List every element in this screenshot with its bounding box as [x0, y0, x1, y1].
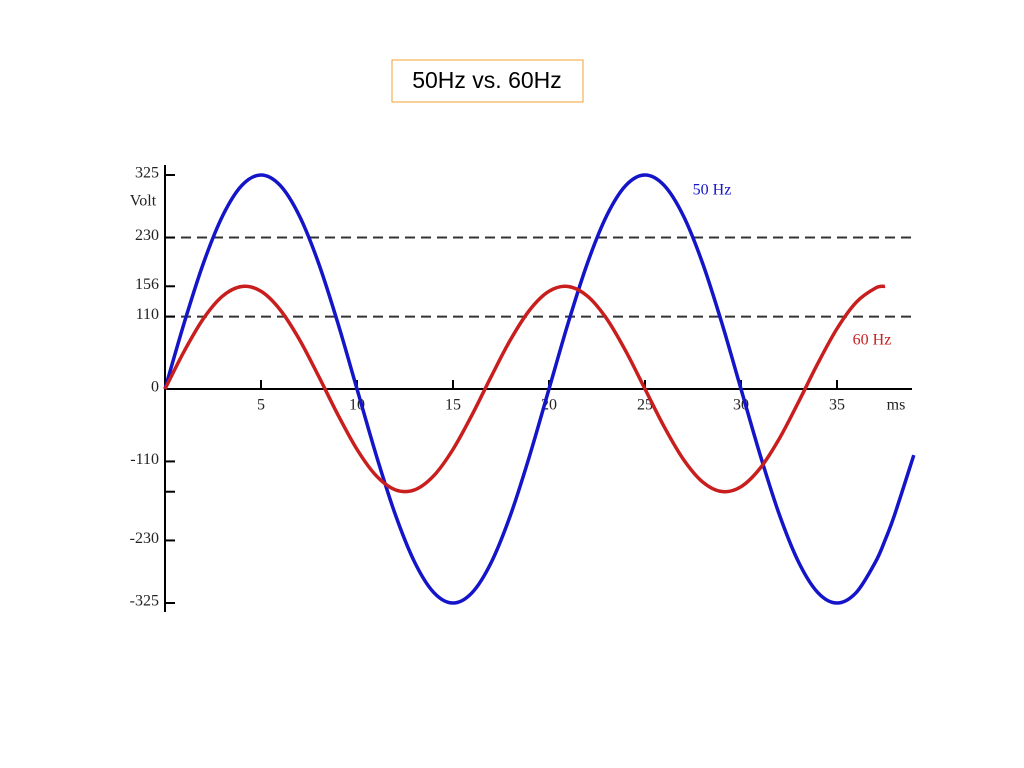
- y-tick-label: 0: [151, 379, 159, 396]
- y-tick-label: -110: [130, 451, 159, 468]
- series-label: 50 Hz: [693, 182, 732, 199]
- title-box: [391, 59, 584, 103]
- y-tick-label: 156: [135, 276, 159, 293]
- series-line: [163, 284, 886, 494]
- y-tick-label: -230: [130, 530, 159, 547]
- y-tick-label: 110: [136, 306, 159, 323]
- chart-title: 50Hz vs. 60Hz: [412, 67, 562, 93]
- y-axis-label: Volt: [130, 193, 157, 210]
- series-line: [163, 173, 916, 605]
- series-label: 60 Hz: [853, 332, 892, 349]
- y-tick-label: -325: [130, 593, 159, 610]
- x-tick-label: 5: [257, 397, 265, 414]
- x-axis-label: ms: [887, 397, 906, 414]
- x-tick-label: 25: [637, 397, 653, 414]
- x-tick-label: 35: [829, 397, 845, 414]
- x-tick-label: 15: [445, 397, 461, 414]
- y-tick-label: 325: [135, 165, 159, 182]
- y-tick-label: 230: [135, 227, 159, 244]
